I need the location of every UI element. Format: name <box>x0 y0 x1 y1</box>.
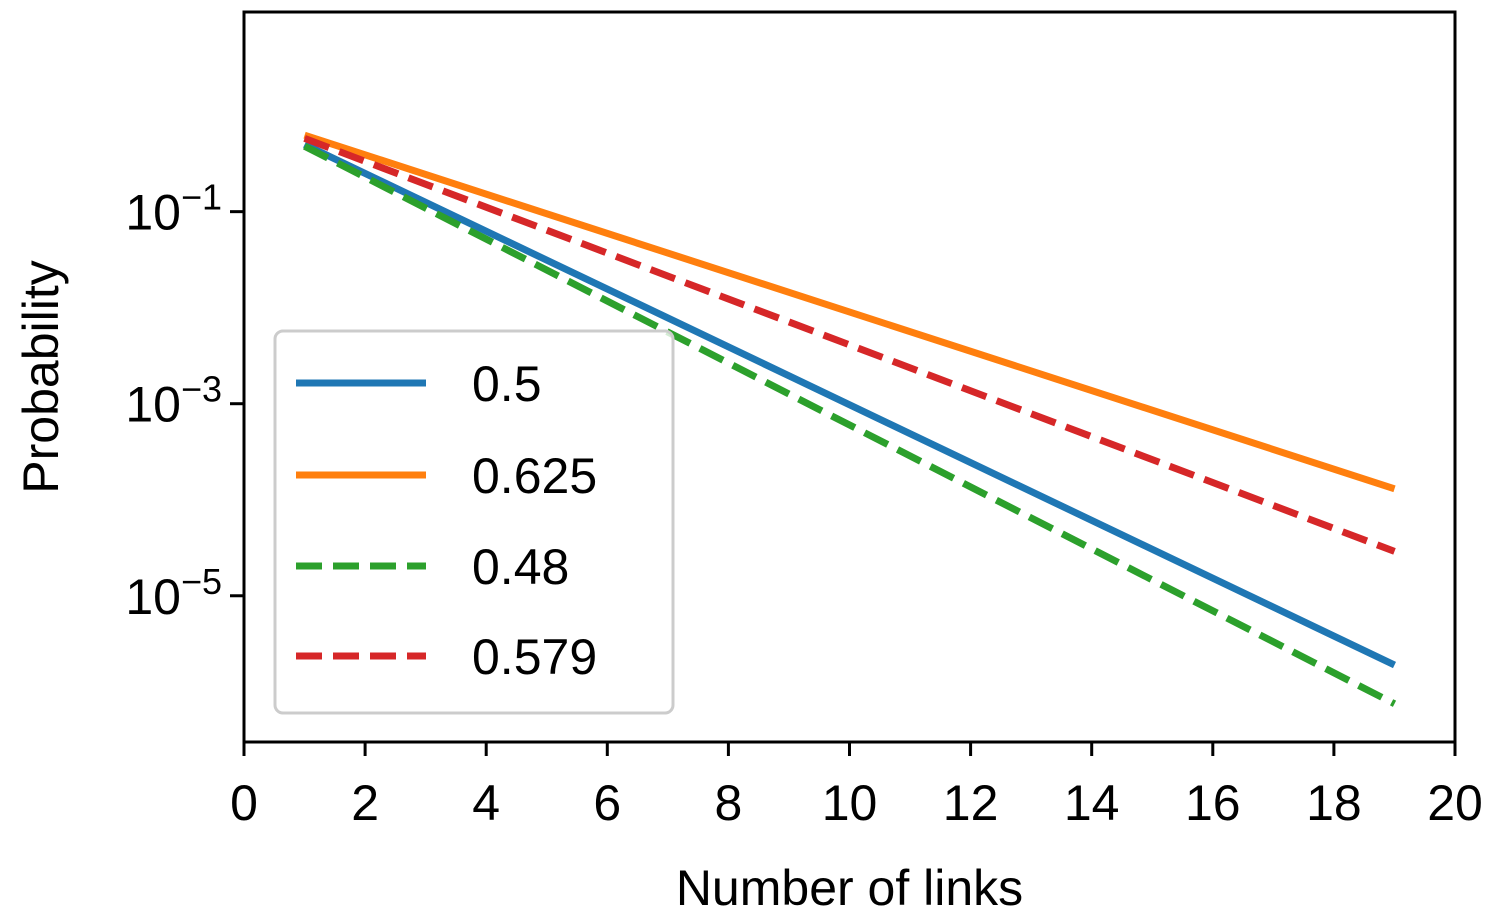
legend-label: 0.48 <box>472 539 569 595</box>
y-tick-label: 10−3 <box>125 369 222 433</box>
y-axis-label: Probability <box>13 260 69 493</box>
series-line-0-48 <box>303 143 1397 707</box>
x-tick-label: 6 <box>593 775 621 831</box>
x-tick-label: 10 <box>822 775 878 831</box>
x-tick-label: 20 <box>1427 775 1483 831</box>
legend-label: 0.5 <box>472 356 542 412</box>
y-tick-label: 10−1 <box>125 177 222 241</box>
x-tick-label: 8 <box>714 775 742 831</box>
legend-box <box>273 329 675 715</box>
legend-label: 0.625 <box>472 448 597 504</box>
x-tick-label: 18 <box>1306 775 1362 831</box>
y-axis-ticks: 10−1 10−3 10−5 <box>125 177 244 625</box>
legend: 0.5 0.625 0.48 0.579 <box>273 329 675 715</box>
legend-label: 0.579 <box>472 629 597 685</box>
x-tick-label: 0 <box>230 775 258 831</box>
x-tick-label: 16 <box>1185 775 1241 831</box>
y-tick-label: 10−5 <box>125 561 222 625</box>
x-axis-label: Number of links <box>676 860 1023 916</box>
series-line-0-579 <box>303 135 1396 555</box>
x-tick-label: 12 <box>943 775 999 831</box>
x-axis-ticks: 0 2 4 6 8 10 12 14 16 18 20 <box>230 742 1483 831</box>
x-tick-label: 4 <box>472 775 500 831</box>
series-line-0-5 <box>303 141 1397 669</box>
series-line-0-625 <box>303 131 1396 493</box>
series-layer <box>303 131 1397 707</box>
x-tick-label: 2 <box>351 775 379 831</box>
x-tick-label: 14 <box>1064 775 1120 831</box>
